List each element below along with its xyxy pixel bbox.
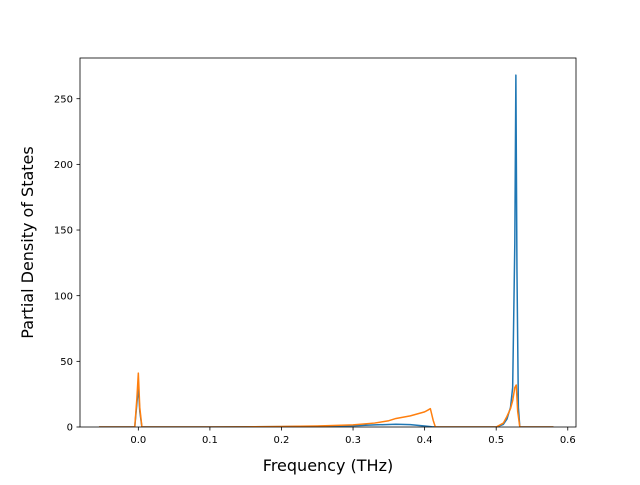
series-line-2 [98,372,554,427]
x-tick-label: 0.6 [560,435,576,446]
x-tick-label: 0.0 [130,435,146,446]
y-tick-label: 50 [60,357,73,368]
series-group [98,74,554,427]
x-axis-label: Frequency (THz) [263,456,393,475]
x-tick-label: 0.3 [345,435,361,446]
y-axis-label: Partial Density of States [18,146,37,338]
y-tick-label: 250 [54,94,73,105]
y-tick-label: 100 [54,291,73,302]
x-tick-label: 0.4 [417,435,433,446]
y-tick-label: 0 [67,423,73,434]
y-tick-label: 150 [54,226,73,237]
x-tick-label: 0.1 [202,435,218,446]
axes-frame [79,57,577,428]
y-tick-label: 200 [54,160,73,171]
x-tick-label: 0.5 [488,435,504,446]
x-tick-label: 0.2 [274,435,290,446]
plot-area: 0.0 0.1 0.2 0.3 0.4 0.5 0.6 0 50 100 150 200 250 [54,57,577,446]
